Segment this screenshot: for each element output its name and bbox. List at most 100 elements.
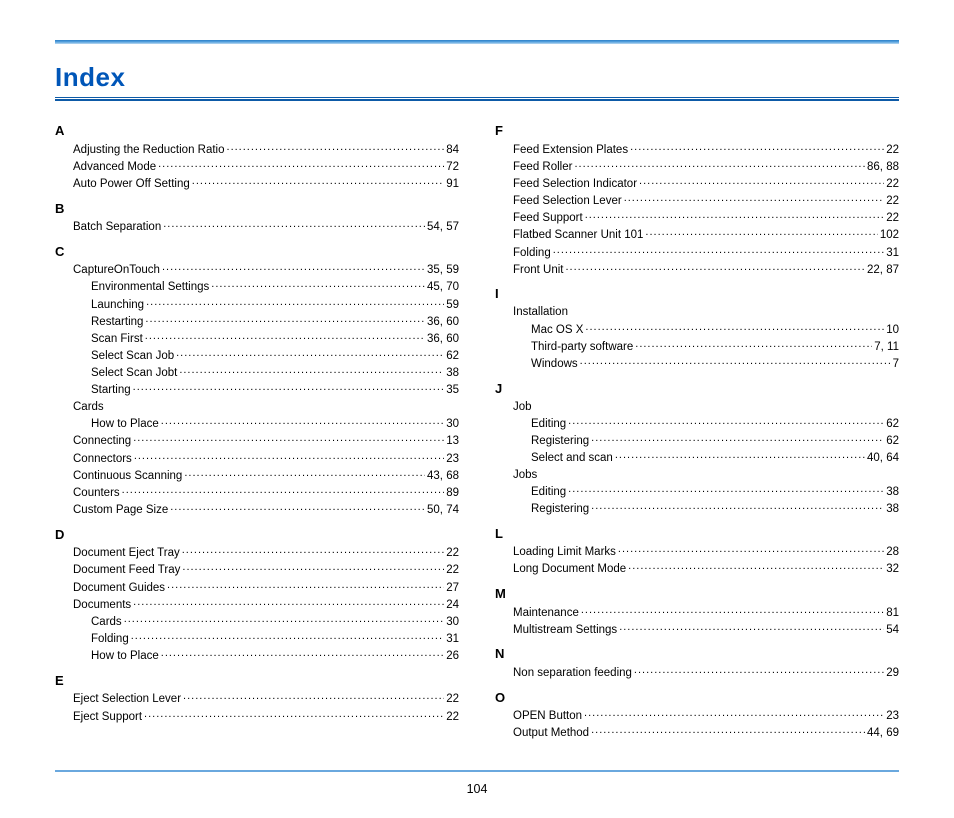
index-letter: L	[495, 526, 899, 541]
index-entry-label: Eject Selection Lever	[73, 691, 181, 708]
leader-dots	[591, 725, 865, 737]
leader-dots	[183, 691, 444, 703]
index-entry-page: 62	[446, 348, 459, 365]
index-entry: Continuous Scanning 43, 68	[55, 467, 459, 484]
index-entry-page: 54	[886, 622, 899, 639]
index-letter: D	[55, 527, 459, 542]
index-entry-page: 43, 68	[427, 468, 459, 485]
index-letter: A	[55, 123, 459, 138]
index-columns: AAdjusting the Reduction Ratio84Advanced…	[55, 115, 899, 742]
index-entry-label: Feed Selection Indicator	[513, 176, 637, 193]
leader-dots	[580, 355, 891, 367]
index-entry: Custom Page Size 50, 74	[55, 502, 459, 519]
index-letter: J	[495, 381, 899, 396]
index-entry: OPEN Button23	[495, 708, 899, 725]
index-entry-page: 7, 11	[874, 339, 899, 356]
index-entry-label: Editing	[531, 416, 566, 433]
leader-dots	[146, 296, 444, 308]
index-entry: Registering38	[495, 501, 899, 518]
index-entry-label: Auto Power Off Setting	[73, 176, 190, 193]
index-entry: Advanced Mode72	[55, 158, 459, 175]
index-entry-page: 84	[446, 142, 459, 159]
index-entry-page: 38	[886, 484, 899, 501]
index-entry: Document Eject Tray22	[55, 545, 459, 562]
index-entry: Select and scan40, 64	[495, 450, 899, 467]
index-entry: Adjusting the Reduction Ratio 84	[55, 141, 459, 158]
index-entry: Launching59	[55, 296, 459, 313]
index-entry: Counters89	[55, 484, 459, 501]
leader-dots	[211, 279, 425, 291]
index-entry-page: 26	[446, 648, 459, 665]
index-entry: Document Guides27	[55, 579, 459, 596]
index-entry-page: 45, 70	[427, 279, 459, 296]
index-entry-label: CaptureOnTouch	[73, 262, 160, 279]
index-entry-label: Environmental Settings	[91, 279, 209, 296]
index-entry-label: Custom Page Size	[73, 502, 168, 519]
index-entry: Output Method44, 69	[495, 725, 899, 742]
index-entry-page: 89	[446, 485, 459, 502]
index-entry: Windows7	[495, 355, 899, 372]
index-entry: Jobs	[495, 467, 899, 484]
index-entry-page: 29	[886, 665, 899, 682]
index-letter: I	[495, 286, 899, 301]
index-entry-page: 91	[446, 176, 459, 193]
index-entry-label: Document Eject Tray	[73, 545, 180, 562]
index-entry-page: 22	[886, 210, 899, 227]
index-entry-label: Maintenance	[513, 605, 579, 622]
index-entry-label: Scan First	[91, 331, 143, 348]
index-entry-label: Launching	[91, 297, 144, 314]
index-entry: Editing62	[495, 415, 899, 432]
index-entry-page: 40, 64	[867, 450, 899, 467]
leader-dots	[161, 648, 444, 660]
index-entry-label: Multistream Settings	[513, 622, 617, 639]
page-number: 104	[0, 782, 954, 796]
leader-dots	[227, 141, 445, 153]
index-entry-label: Connecting	[73, 433, 131, 450]
index-entry-label: Starting	[91, 382, 131, 399]
leader-dots	[630, 141, 884, 153]
index-entry-page: 50, 74	[427, 502, 459, 519]
index-letter: N	[495, 646, 899, 661]
index-entry: Flatbed Scanner Unit 101102	[495, 227, 899, 244]
index-entry-page: 28	[886, 544, 899, 561]
index-entry-label: Job	[513, 399, 532, 416]
leader-dots	[131, 631, 444, 643]
leader-dots	[635, 338, 872, 350]
index-entry: Eject Selection Lever22	[55, 691, 459, 708]
index-entry-page: 22	[886, 142, 899, 159]
index-entry-page: 31	[446, 631, 459, 648]
index-entry-page: 22	[886, 193, 899, 210]
index-entry-label: Cards	[73, 399, 104, 416]
leader-dots	[161, 416, 444, 428]
leader-dots	[584, 708, 884, 720]
index-entry: Registering62	[495, 432, 899, 449]
index-entry-label: Folding	[91, 631, 129, 648]
index-entry-page: 44, 69	[867, 725, 899, 742]
leader-dots	[122, 484, 445, 496]
leader-dots	[591, 432, 884, 444]
leader-dots	[624, 193, 885, 205]
leader-dots	[634, 664, 884, 676]
index-entry: Documents24	[55, 596, 459, 613]
index-entry-label: Advanced Mode	[73, 159, 156, 176]
index-entry-label: Connectors	[73, 451, 132, 468]
index-letter: F	[495, 123, 899, 138]
index-entry-label: Eject Support	[73, 709, 142, 726]
index-entry: Cards30	[55, 613, 459, 630]
index-entry-label: Adjusting the Reduction Ratio	[73, 142, 225, 159]
index-entry: Auto Power Off Setting 91	[55, 175, 459, 192]
index-entry: Batch Separation54, 57	[55, 219, 459, 236]
index-entry-page: 23	[446, 451, 459, 468]
leader-dots	[639, 175, 884, 187]
index-entry-page: 22, 87	[867, 262, 899, 279]
index-entry: Front Unit22, 87	[495, 261, 899, 278]
index-entry-label: Flatbed Scanner Unit 101	[513, 227, 643, 244]
index-entry-label: Continuous Scanning	[73, 468, 182, 485]
index-entry-label: Loading Limit Marks	[513, 544, 616, 561]
index-entry: Non separation feeding29	[495, 664, 899, 681]
leader-dots	[145, 313, 425, 325]
index-entry-label: Feed Roller	[513, 159, 572, 176]
leader-dots	[568, 483, 884, 495]
index-entry-page: 86, 88	[867, 159, 899, 176]
index-entry-page: 27	[446, 580, 459, 597]
